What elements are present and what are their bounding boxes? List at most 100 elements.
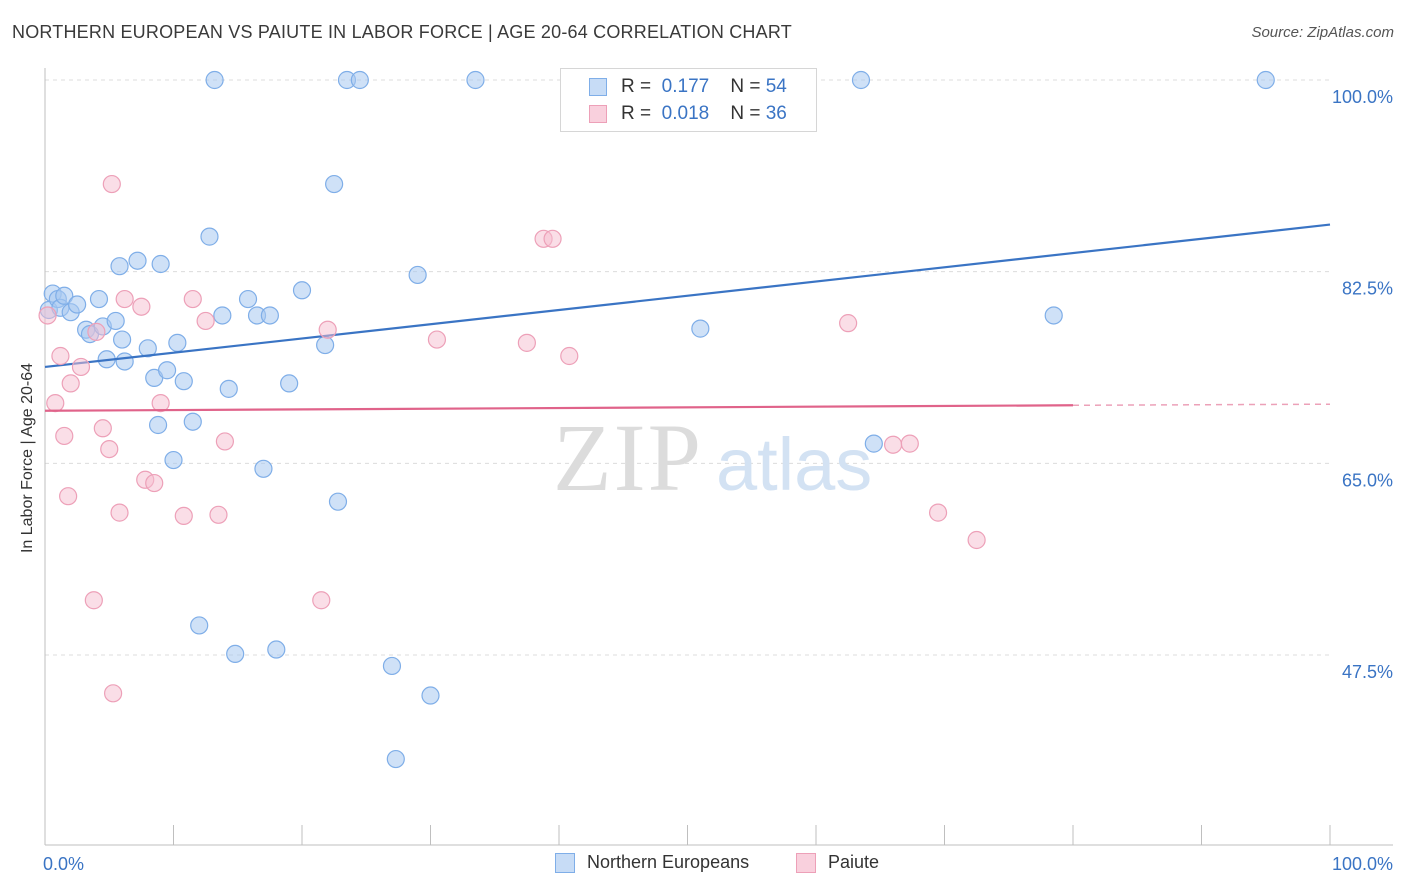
- data-point: [864, 434, 883, 453]
- data-point: [267, 640, 286, 659]
- data-point: [427, 330, 447, 349]
- data-point: [115, 289, 134, 309]
- axes: [44, 68, 1393, 846]
- legend-swatch-paiute: [589, 105, 607, 123]
- data-point: [260, 306, 279, 325]
- data-point: [560, 346, 579, 366]
- data-point: [316, 335, 335, 355]
- series-legend: Northern Europeans Paiute: [0, 852, 1406, 878]
- data-point: [928, 503, 948, 522]
- legend-swatch: [555, 852, 575, 873]
- grid-lines: [45, 79, 1330, 656]
- watermark-zip: ZIP: [553, 404, 703, 511]
- series-paiute: [38, 174, 1331, 703]
- data-point: [115, 352, 134, 371]
- data-point: [110, 257, 129, 276]
- data-point: [292, 281, 312, 300]
- data-point: [238, 289, 258, 309]
- data-point: [543, 229, 562, 248]
- data-point: [280, 374, 299, 393]
- y-tick-label: 100.0%: [1332, 87, 1393, 107]
- data-point: [213, 306, 232, 325]
- data-point: [325, 174, 344, 194]
- data-point: [71, 357, 91, 377]
- r-value: 0.177: [661, 76, 710, 97]
- data-point: [312, 591, 331, 610]
- r-label: R =: [621, 103, 652, 124]
- data-point: [38, 306, 57, 325]
- data-point: [89, 289, 109, 309]
- data-point: [55, 426, 74, 446]
- r-label: R =: [621, 76, 652, 97]
- data-point: [328, 492, 348, 511]
- data-point: [196, 311, 215, 331]
- data-point: [68, 295, 87, 314]
- y-tick-label: 82.5%: [1342, 279, 1393, 299]
- data-point: [157, 361, 177, 380]
- legend-row-northern-europeans: R = 0.177 N = 54: [621, 75, 787, 99]
- data-point: [254, 459, 273, 478]
- data-point: [1256, 70, 1275, 90]
- data-point: [183, 412, 202, 431]
- data-point: [110, 503, 129, 522]
- data-point: [318, 320, 337, 339]
- data-point: [100, 439, 119, 459]
- data-point: [84, 591, 103, 610]
- data-point: [386, 749, 405, 769]
- data-point: [87, 322, 106, 342]
- data-point: [112, 330, 132, 349]
- legend-swatch-northern-europeans: [589, 78, 607, 96]
- data-point: [350, 70, 369, 90]
- data-point: [1044, 306, 1063, 325]
- data-point: [215, 432, 234, 451]
- data-point: [102, 174, 121, 194]
- data-point: [967, 530, 986, 550]
- data-point: [168, 333, 187, 352]
- data-point: [851, 70, 871, 90]
- data-point: [164, 450, 183, 470]
- data-point: [145, 473, 164, 493]
- stats-legend: R = 0.177 N = 54 R = 0.018 N = 36: [560, 68, 817, 132]
- y-tick-label: 47.5%: [1342, 662, 1393, 682]
- n-label: N =: [730, 76, 761, 97]
- data-point: [219, 379, 238, 398]
- watermark-atlas: atlas: [716, 423, 872, 506]
- trend-line: [44, 404, 1074, 412]
- x-tick-label: 100.0%: [1332, 854, 1393, 874]
- data-point: [55, 286, 74, 305]
- data-point: [151, 254, 170, 274]
- tick-labels: 100.0% 82.5% 65.0% 47.5% 0.0% 100.0%: [43, 87, 1393, 874]
- data-point: [382, 656, 402, 676]
- y-tick-label: 65.0%: [1342, 470, 1393, 490]
- data-point: [209, 505, 228, 524]
- data-point: [839, 314, 858, 333]
- data-point: [200, 227, 219, 246]
- data-point: [183, 289, 202, 309]
- data-point: [148, 415, 168, 435]
- data-point: [174, 372, 193, 391]
- data-point: [138, 339, 157, 358]
- data-point: [691, 319, 710, 338]
- data-point: [517, 333, 536, 352]
- source-credit: Source: ZipAtlas.com: [1251, 24, 1394, 41]
- data-point: [151, 393, 170, 413]
- data-point: [51, 346, 70, 366]
- legend-row-paiute: R = 0.018 N = 36: [621, 102, 787, 126]
- n-label: N =: [730, 103, 761, 124]
- legend-item-paiute: Paiute: [796, 852, 879, 873]
- data-point: [128, 251, 147, 270]
- legend-label: Northern Europeans: [587, 852, 750, 872]
- x-tick-label: 0.0%: [43, 854, 84, 874]
- data-point: [900, 434, 919, 453]
- series-northern-europeans: [39, 70, 1331, 769]
- data-point: [190, 616, 209, 635]
- y-axis-label: In Labor Force | Age 20-64: [19, 362, 36, 554]
- trend-line: [44, 223, 1331, 369]
- data-point: [883, 435, 903, 454]
- data-point: [174, 506, 193, 526]
- legend-swatch: [796, 852, 816, 873]
- data-point: [61, 374, 80, 393]
- data-point: [205, 70, 224, 90]
- data-point: [106, 311, 125, 331]
